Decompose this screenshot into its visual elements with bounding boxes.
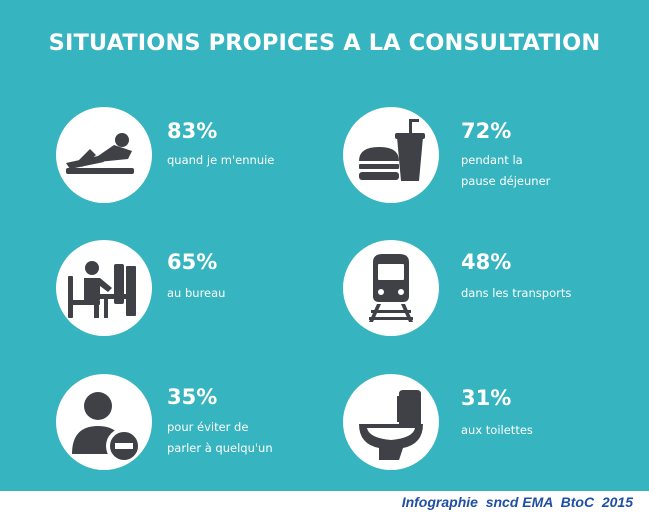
train-icon (343, 240, 439, 336)
item-label: aux toilettes (461, 423, 533, 437)
item-label: dans les transports (461, 286, 572, 300)
lounging-person-icon (56, 107, 152, 203)
item-percent: 65% (167, 250, 218, 274)
item-percent: 83% (167, 119, 218, 143)
fast-food-icon (343, 107, 439, 203)
person-at-computer-icon (56, 240, 152, 336)
item-label: au bureau (167, 286, 226, 300)
item-percent: 35% (167, 385, 218, 409)
item-label: pendant la pause déjeuner (461, 153, 551, 188)
item-label: quand je m'ennuie (167, 153, 275, 167)
infographic-panel: SITUATIONS PROPICES A LA CONSULTATION 83… (0, 0, 649, 491)
toilet-icon (343, 374, 439, 470)
item-percent: 31% (461, 386, 512, 410)
item-label: pour éviter de parler à quelqu'un (167, 420, 273, 455)
source-credit: Infographie sncd EMA BtoC 2015 (401, 494, 633, 510)
item-percent: 72% (461, 119, 512, 143)
infographic-title: SITUATIONS PROPICES A LA CONSULTATION (48, 30, 601, 56)
user-minus-icon (56, 374, 152, 470)
item-percent: 48% (461, 250, 512, 274)
